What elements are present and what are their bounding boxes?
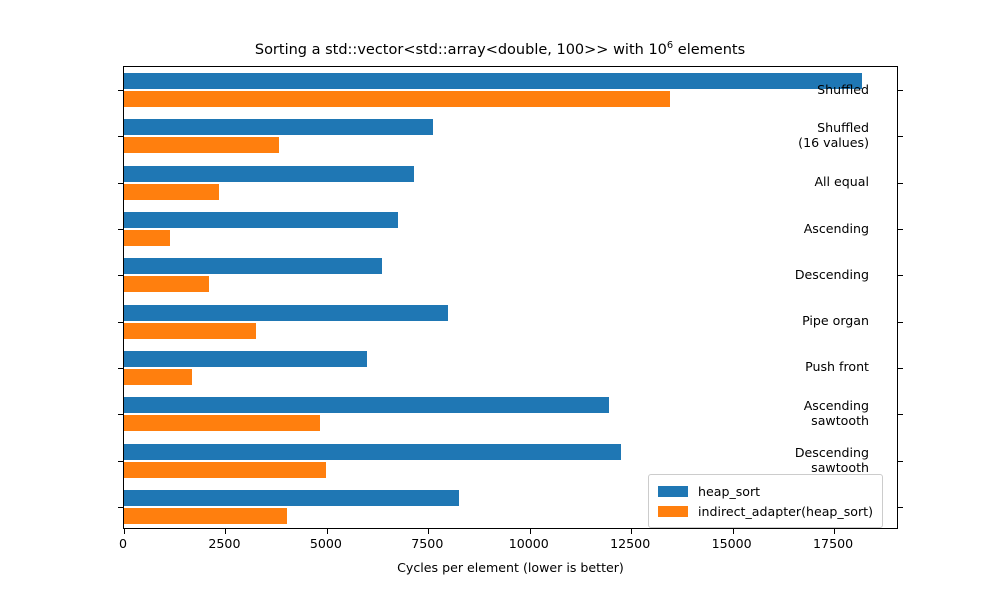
x-tick-mark [834, 528, 836, 534]
x-axis-label: Cycles per element (lower is better) [397, 560, 624, 575]
bar-0-1 [124, 119, 434, 136]
bar-0-5 [124, 304, 449, 321]
y-tick-label: Ascending sawtooth [803, 398, 869, 429]
bar-0-8 [124, 443, 622, 460]
legend-label: indirect_adapter(heap_sort) [698, 503, 874, 519]
y-tick-mark [118, 90, 124, 92]
y-tick-mark [897, 182, 903, 184]
y-tick-mark [118, 321, 124, 323]
y-tick-label: Descending sawtooth [794, 444, 869, 475]
y-tick-mark [118, 414, 124, 416]
y-tick-label: Shuffled (16 values) [798, 120, 869, 151]
bar-1-9 [124, 507, 288, 524]
chart-legend: heap_sort indirect_adapter(heap_sort) [648, 474, 884, 528]
x-tick-mark [529, 528, 531, 534]
bar-0-6 [124, 350, 368, 367]
y-tick-mark [118, 367, 124, 369]
bar-1-6 [124, 368, 193, 385]
y-tick-mark [118, 460, 124, 462]
plot-area [124, 67, 897, 528]
x-tick-label: 5000 [309, 536, 342, 551]
legend-label: heap_sort [698, 483, 761, 499]
x-tick-mark [124, 528, 125, 534]
y-tick-mark [897, 90, 903, 92]
y-tick-mark [118, 275, 124, 277]
x-tick-label: 17500 [813, 536, 854, 551]
x-tick-label: 2500 [208, 536, 241, 551]
x-tick-label: 10000 [508, 536, 549, 551]
bar-0-7 [124, 397, 609, 414]
y-tick-mark [897, 367, 903, 369]
y-tick-label: Descending [794, 266, 869, 282]
legend-swatch-icon [658, 485, 688, 497]
bar-1-0 [124, 91, 670, 108]
chart-title-exponent: 6 [666, 40, 674, 52]
legend-swatch-icon [658, 505, 688, 517]
bar-1-8 [124, 461, 327, 478]
x-tick-label: 7500 [411, 536, 444, 551]
x-tick-mark [428, 528, 430, 534]
x-tick-mark [326, 528, 328, 534]
bar-1-7 [124, 415, 320, 432]
x-tick-label: 0 [118, 536, 128, 551]
y-tick-mark [897, 460, 903, 462]
x-tick-mark [631, 528, 633, 534]
bar-1-5 [124, 322, 256, 339]
y-tick-label: Shuffled [817, 81, 869, 97]
x-tick-mark [225, 528, 227, 534]
chart-title-text-after: elements [673, 42, 746, 58]
chart-title: Sorting a std::vector<std::array<double,… [0, 40, 1000, 59]
bar-0-2 [124, 165, 415, 182]
y-tick-label: Pipe organ [802, 313, 869, 329]
bar-0-0 [124, 73, 863, 90]
y-tick-mark [118, 506, 124, 508]
y-tick-mark [897, 321, 903, 323]
x-tick-label: 15000 [711, 536, 752, 551]
bar-1-2 [124, 183, 219, 200]
y-tick-mark [897, 506, 903, 508]
plot-axes [118, 66, 903, 534]
y-tick-mark [897, 136, 903, 138]
y-tick-mark [118, 229, 124, 231]
bar-1-3 [124, 230, 171, 247]
bar-1-1 [124, 137, 279, 154]
y-tick-label: Ascending [803, 220, 869, 236]
y-tick-mark [897, 229, 903, 231]
bar-0-9 [124, 489, 459, 506]
bar-0-4 [124, 258, 383, 275]
x-tick-mark [732, 528, 734, 534]
bar-1-4 [124, 276, 210, 293]
y-tick-mark [118, 136, 124, 138]
y-tick-mark [897, 275, 903, 277]
y-tick-mark [118, 182, 124, 184]
y-tick-mark [897, 414, 903, 416]
bar-0-3 [124, 212, 398, 229]
y-tick-label: Push front [805, 359, 869, 375]
legend-item[interactable]: indirect_adapter(heap_sort) [658, 501, 873, 521]
legend-item[interactable]: heap_sort [658, 481, 873, 501]
chart-title-text-before: Sorting a std::vector<std::array<double,… [254, 42, 667, 58]
x-tick-label: 12500 [610, 536, 651, 551]
y-tick-label: All equal [814, 174, 869, 190]
